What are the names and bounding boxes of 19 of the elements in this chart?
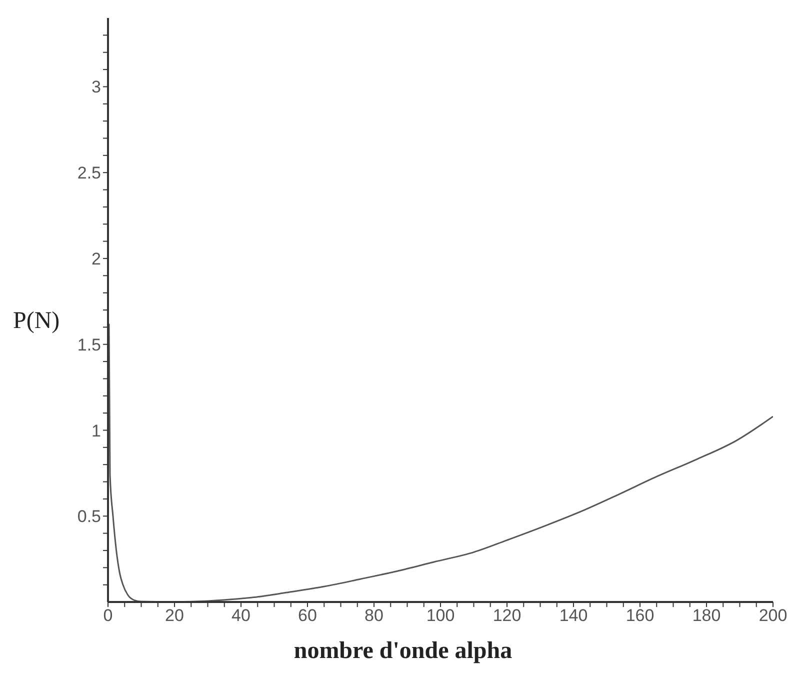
- y-tick-label: 1: [92, 421, 101, 440]
- y-axis-title: P(N): [13, 308, 60, 335]
- x-tick-label: 120: [492, 606, 522, 626]
- y-tick-label: 0.5: [77, 507, 101, 526]
- x-tick-label: 140: [559, 606, 588, 626]
- x-tick-label: 160: [626, 606, 654, 626]
- x-tick-label: 100: [426, 606, 455, 626]
- y-tick-label: 3: [92, 78, 101, 97]
- x-tick-label: 200: [758, 606, 788, 626]
- x-tick-label: 0: [103, 606, 113, 626]
- x-tick-label: 40: [232, 606, 250, 626]
- y-tick-label: 2: [92, 250, 101, 269]
- y-tick-label: 2.5: [77, 164, 101, 183]
- y-tick-label: 1.5: [77, 335, 101, 354]
- x-tick-label: 80: [364, 606, 384, 626]
- x-tick-label: 20: [165, 606, 184, 626]
- x-tick-label: 180: [692, 606, 721, 626]
- x-axis-title: nombre d'onde alpha: [292, 638, 514, 665]
- x-tick-label: 60: [298, 606, 317, 626]
